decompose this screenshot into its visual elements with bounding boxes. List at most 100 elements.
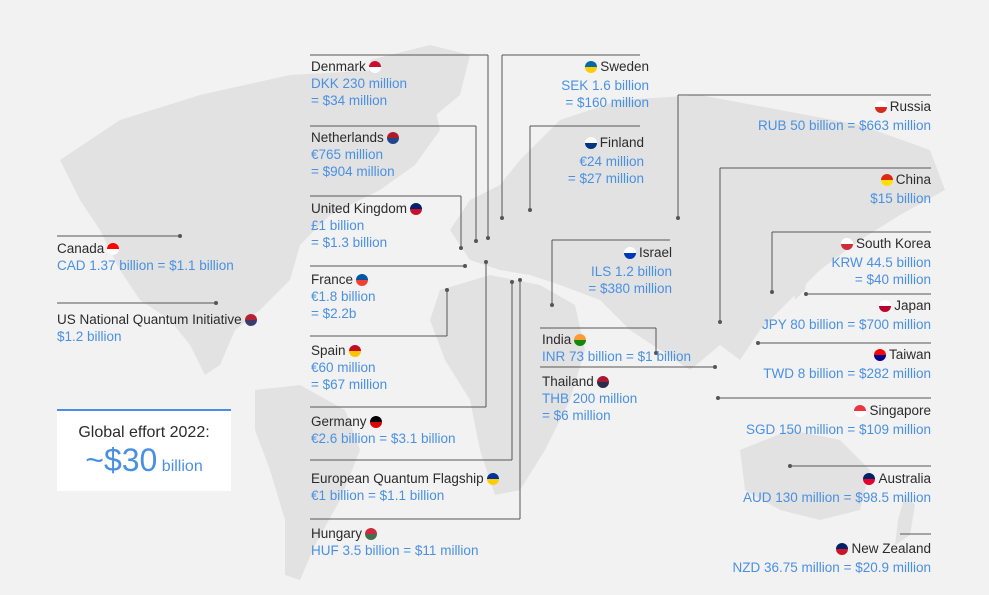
country-amount: €1.8 billion = $2.2b: [311, 289, 376, 321]
country-us-national-quantum-initiative: US National Quantum Initiative $1.2 billi…: [57, 311, 257, 345]
country-netherlands: Netherlands €765 million = $904 million: [311, 129, 399, 180]
country-amount: TWD 8 billion = $282 million: [763, 365, 931, 381]
new-zealand: [895, 495, 915, 545]
country-china: China $15 billion: [870, 171, 931, 207]
flag-france-icon: [356, 273, 369, 286]
country-united-kingdom: United Kingdom £1 billion = $1.3 billion: [311, 200, 423, 251]
country-thailand: Thailand THB 200 million = $6 million: [542, 373, 637, 424]
country-name: Denmark: [311, 59, 366, 74]
country-israel: Israel ILS 1.2 billion = $380 million: [588, 244, 672, 297]
country-spain: Spain €60 million = $67 million: [311, 342, 387, 393]
continent-africa: [430, 275, 585, 495]
country-amount: €60 million = $67 million: [311, 360, 388, 392]
flag-taiwan-icon: [873, 348, 886, 361]
country-amount: AUD 130 million = $98.5 million: [743, 489, 931, 505]
country-amount: $1.2 billion: [57, 329, 122, 344]
flag-australia-icon: [863, 472, 876, 485]
country-germany: Germany €2.6 billion = $3.1 billion: [311, 413, 455, 447]
greenland: [370, 45, 470, 120]
flag-spain-icon: [348, 344, 361, 357]
country-name: Germany: [311, 414, 367, 429]
flag-japan-icon: [879, 299, 892, 312]
flag-european-quantum-flagship-icon: [486, 472, 499, 485]
leader-russia: [676, 94, 931, 220]
country-amount: SGD 150 million = $109 million: [746, 421, 931, 437]
country-india: India INR 73 billion = $1 billion: [542, 331, 691, 365]
country-finland: Finland €24 million = $27 million: [568, 134, 644, 187]
leader-south-korea: [770, 231, 931, 294]
country-name: France: [311, 272, 354, 287]
leader-sweden: [500, 54, 640, 220]
continent-north-america: [60, 70, 440, 375]
leader-finland: [528, 125, 640, 212]
country-name: Japan: [894, 298, 931, 313]
flag-netherlands-icon: [386, 131, 399, 144]
leader-thailand: [540, 365, 717, 369]
flag-singapore-icon: [854, 404, 867, 417]
country-amount: ILS 1.2 billion = $380 million: [588, 263, 672, 296]
country-name: Australia: [878, 471, 931, 486]
leader-hungary: [310, 278, 522, 520]
country-name: Hungary: [311, 526, 363, 541]
country-russia: Russia RUB 50 billion = $663 million: [758, 98, 931, 134]
country-name: South Korea: [855, 236, 931, 251]
leader-spain: [310, 288, 449, 337]
country-name: Netherlands: [311, 130, 384, 145]
leader-india: [540, 327, 658, 355]
country-name: China: [895, 172, 931, 187]
leader-germany: [310, 260, 488, 408]
country-name: Sweden: [600, 59, 649, 74]
country-amount: €2.6 billion = $3.1 billion: [311, 431, 456, 446]
flag-us-national-quantum-initiative-icon: [244, 313, 257, 326]
country-amount: RUB 50 billion = $663 million: [758, 117, 931, 133]
japan: [792, 245, 810, 300]
country-name: Israel: [638, 245, 672, 260]
country-south-korea: South Korea KRW 44.5 billion = $40 millio…: [831, 235, 931, 288]
flag-india-icon: [574, 333, 587, 346]
flag-germany-icon: [369, 415, 382, 428]
flag-canada-icon: [107, 242, 120, 255]
country-amount: DKK 230 million = $34 million: [311, 76, 408, 108]
country-amount: CAD 1.37 billion = $1.1 billion: [57, 258, 234, 273]
leader-france: [310, 264, 467, 268]
leader-australia: [788, 464, 931, 468]
continent-eurasia: [450, 95, 945, 370]
country-amount: SEK 1.6 billion = $160 million: [561, 77, 649, 110]
country-france: France €1.8 billion = $2.2b: [311, 271, 376, 322]
leader-usa: [57, 301, 218, 305]
flag-hungary-icon: [365, 527, 378, 540]
country-name: Thailand: [542, 374, 594, 389]
flag-finland-icon: [584, 136, 597, 149]
continent-australia: [740, 430, 870, 520]
country-australia: Australia AUD 130 million = $98.5 million: [743, 470, 931, 506]
country-sweden: Sweden SEK 1.6 billion = $160 million: [561, 58, 649, 111]
country-european-quantum-flagship: European Quantum Flagship €1 billion = $1…: [311, 470, 499, 504]
country-denmark: Denmark DKK 230 million = $34 million: [311, 58, 407, 109]
country-amount: JPY 80 billion = $700 million: [762, 316, 931, 332]
leader-denmark: [310, 54, 490, 240]
country-amount: KRW 44.5 billion = $40 million: [831, 254, 931, 287]
country-name: New Zealand: [851, 541, 931, 556]
country-amount: HUF 3.5 billion = $11 million: [311, 543, 479, 558]
country-amount: $15 billion: [870, 190, 931, 206]
country-name: Spain: [311, 343, 346, 358]
global-effort-amount: ~$30: [85, 442, 158, 478]
country-amount: £1 billion = $1.3 billion: [311, 218, 388, 250]
country-name: Russia: [889, 99, 931, 114]
leader-singapore: [716, 396, 931, 400]
country-name: Taiwan: [888, 347, 931, 362]
country-singapore: Singapore SGD 150 million = $109 million: [746, 402, 931, 438]
country-name: Canada: [57, 241, 105, 256]
flag-south-korea-icon: [840, 237, 853, 250]
flag-thailand-icon: [596, 375, 609, 388]
leader-canada: [57, 234, 182, 238]
flag-israel-icon: [623, 246, 636, 259]
country-amount: €1 billion = $1.1 billion: [311, 488, 445, 503]
country-name: Finland: [599, 135, 644, 150]
flag-new-zealand-icon: [836, 542, 849, 555]
country-hungary: Hungary HUF 3.5 billion = $11 million: [311, 525, 478, 559]
leader-israel: [550, 239, 670, 307]
flag-united-kingdom-icon: [410, 202, 423, 215]
